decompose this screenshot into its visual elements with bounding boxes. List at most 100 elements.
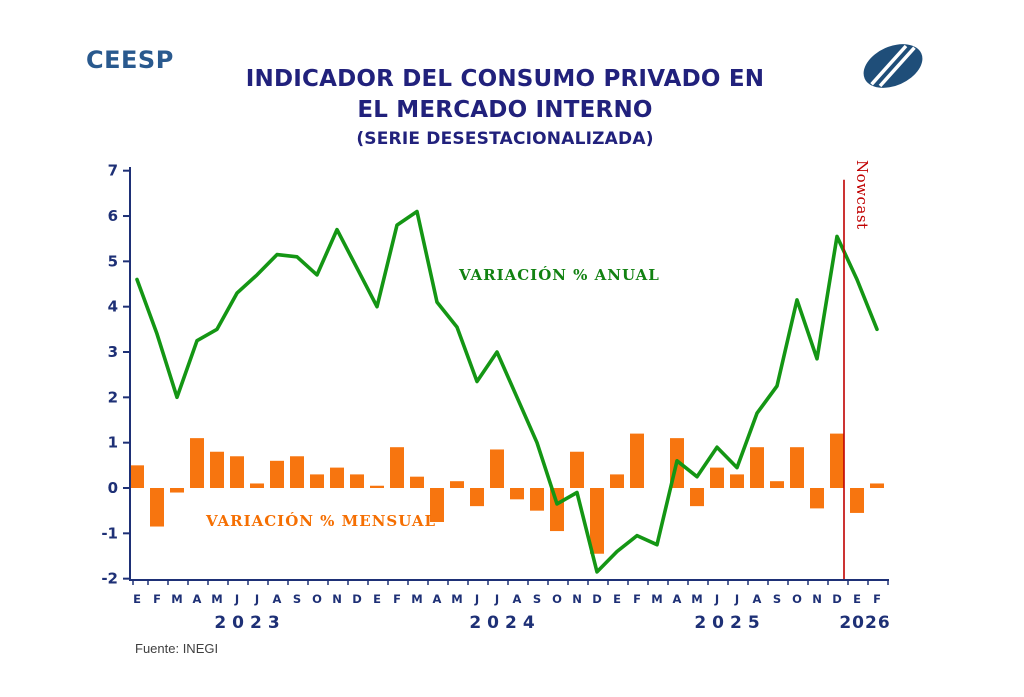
x-month-label: M bbox=[411, 592, 422, 606]
monthly-bar bbox=[310, 474, 324, 488]
monthly-bar bbox=[370, 485, 384, 488]
monthly-bar bbox=[410, 476, 424, 488]
x-month-label: S bbox=[293, 592, 301, 606]
x-month-label: S bbox=[773, 592, 781, 606]
monthly-bar bbox=[830, 433, 844, 488]
x-month-label: D bbox=[592, 592, 602, 606]
x-month-label: A bbox=[193, 592, 202, 606]
x-month-label: A bbox=[513, 592, 522, 606]
x-month-label: D bbox=[352, 592, 362, 606]
monthly-bar bbox=[630, 433, 644, 488]
chart-title-line1: INDICADOR DEL CONSUMO PRIVADO EN bbox=[245, 66, 765, 92]
x-month-label: N bbox=[812, 592, 822, 606]
y-tick-label: 3 bbox=[108, 343, 118, 361]
monthly-bar bbox=[750, 447, 764, 488]
monthly-bar bbox=[330, 467, 344, 488]
x-month-label: S bbox=[533, 592, 541, 606]
y-tick-label: 2 bbox=[108, 388, 118, 406]
x-month-label: O bbox=[552, 592, 562, 606]
year-label: 2025 bbox=[694, 613, 765, 633]
year-label: 2024 bbox=[469, 613, 540, 633]
x-month-label: N bbox=[572, 592, 582, 606]
source-note: Fuente: INEGI bbox=[135, 641, 219, 656]
year-label: 2026 bbox=[839, 613, 890, 633]
y-tick-label: 5 bbox=[108, 252, 118, 270]
x-month-label: M bbox=[651, 592, 662, 606]
monthly-bar bbox=[170, 488, 184, 493]
chart-title-line2: EL MERCADO INTERNO bbox=[357, 97, 653, 123]
monthly-bar bbox=[350, 474, 364, 488]
monthly-bar bbox=[790, 447, 804, 488]
ceesp-logo-icon bbox=[863, 44, 923, 88]
monthly-bar bbox=[250, 483, 264, 488]
year-label: 2023 bbox=[214, 613, 285, 633]
x-month-label: E bbox=[613, 592, 621, 606]
monthly-bar bbox=[190, 438, 204, 488]
x-month-label: A bbox=[673, 592, 682, 606]
monthly-bar bbox=[430, 488, 444, 522]
x-month-label: E bbox=[373, 592, 381, 606]
monthly-bar bbox=[470, 488, 484, 507]
x-month-label: E bbox=[853, 592, 861, 606]
x-month-label: O bbox=[312, 592, 322, 606]
monthly-bar bbox=[390, 447, 404, 488]
chart-title-block: INDICADOR DEL CONSUMO PRIVADO EN EL MERC… bbox=[215, 64, 795, 149]
x-month-label: A bbox=[433, 592, 442, 606]
monthly-bar bbox=[510, 488, 524, 500]
monthly-bar bbox=[130, 465, 144, 488]
monthly-bar bbox=[870, 483, 884, 488]
monthly-bar bbox=[570, 451, 584, 488]
y-tick-label: 7 bbox=[108, 162, 118, 180]
monthly-bar bbox=[810, 488, 824, 509]
x-month-label: D bbox=[832, 592, 842, 606]
annual-line bbox=[135, 209, 879, 574]
x-month-label: J bbox=[254, 592, 259, 606]
monthly-bar bbox=[850, 488, 864, 513]
monthly-bar bbox=[230, 456, 244, 488]
y-tick-label: 0 bbox=[108, 479, 118, 497]
x-month-label: M bbox=[451, 592, 462, 606]
monthly-bar bbox=[210, 451, 224, 488]
monthly-bar bbox=[710, 467, 724, 488]
ceesp-wordmark: CEESP bbox=[86, 46, 174, 74]
x-month-label: N bbox=[332, 592, 342, 606]
x-month-label: F bbox=[153, 592, 161, 606]
monthly-bar bbox=[270, 460, 284, 488]
x-month-label: J bbox=[234, 592, 239, 606]
monthly-bar bbox=[530, 488, 544, 511]
x-month-label: E bbox=[133, 592, 141, 606]
monthly-bar bbox=[450, 481, 464, 488]
x-month-label: A bbox=[753, 592, 762, 606]
monthly-series-label: VARIACIÓN % MENSUAL bbox=[206, 512, 437, 530]
x-month-label: F bbox=[393, 592, 401, 606]
nowcast-label: Nowcast bbox=[853, 160, 871, 230]
chart-subtitle: (SERIE DESESTACIONALIZADA) bbox=[356, 129, 654, 149]
monthly-bar bbox=[770, 481, 784, 488]
x-month-label: J bbox=[474, 592, 479, 606]
monthly-bar bbox=[730, 474, 744, 488]
x-month-label: J bbox=[734, 592, 739, 606]
x-month-label: F bbox=[633, 592, 641, 606]
y-tick-label: -2 bbox=[101, 570, 118, 588]
monthly-bar bbox=[150, 488, 164, 527]
monthly-bar bbox=[610, 474, 624, 488]
y-tick-label: 4 bbox=[108, 298, 118, 316]
monthly-bar bbox=[590, 488, 604, 554]
monthly-bar bbox=[290, 456, 304, 488]
y-tick-label: 6 bbox=[108, 207, 118, 225]
x-month-label: M bbox=[211, 592, 222, 606]
annual-series-label: VARIACIÓN % ANUAL bbox=[459, 266, 660, 284]
x-month-label: A bbox=[273, 592, 282, 606]
x-month-label: J bbox=[714, 592, 719, 606]
y-tick-label: -1 bbox=[101, 524, 118, 542]
x-month-label: O bbox=[792, 592, 802, 606]
x-month-label: M bbox=[171, 592, 182, 606]
y-tick-label: 1 bbox=[108, 434, 118, 452]
monthly-bar bbox=[490, 449, 504, 488]
x-month-label: M bbox=[691, 592, 702, 606]
x-month-label: J bbox=[494, 592, 499, 606]
x-month-label: F bbox=[873, 592, 881, 606]
monthly-bar bbox=[690, 488, 704, 507]
